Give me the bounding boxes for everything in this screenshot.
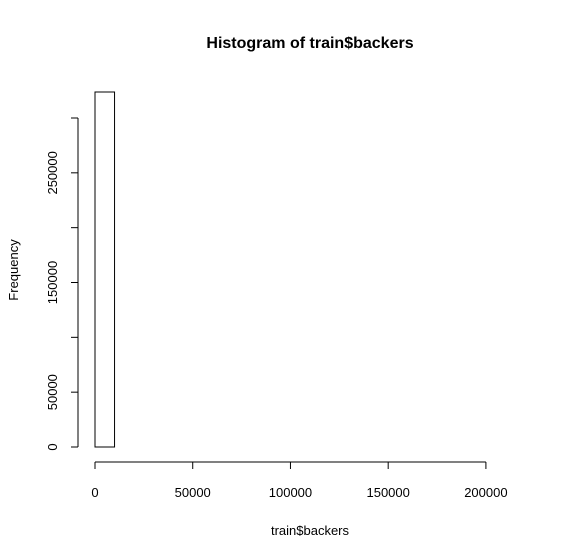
bar xyxy=(94,91,116,448)
x-axis-label: train$backers xyxy=(271,523,350,538)
y-tick-label: 0 xyxy=(45,443,60,450)
y-tick-label: 150000 xyxy=(45,261,60,304)
x-tick-label: 50000 xyxy=(175,485,211,500)
x-tick-label: 200000 xyxy=(464,485,507,500)
y-axis-label: Frequency xyxy=(6,239,21,301)
x-tick-label: 100000 xyxy=(269,485,312,500)
chart-title: Histogram of train$backers xyxy=(206,35,413,52)
x-tick-label: 150000 xyxy=(366,485,409,500)
x-tick-label: 0 xyxy=(91,485,98,500)
y-tick-label: 250000 xyxy=(45,151,60,194)
y-tick-label: 50000 xyxy=(45,374,60,410)
